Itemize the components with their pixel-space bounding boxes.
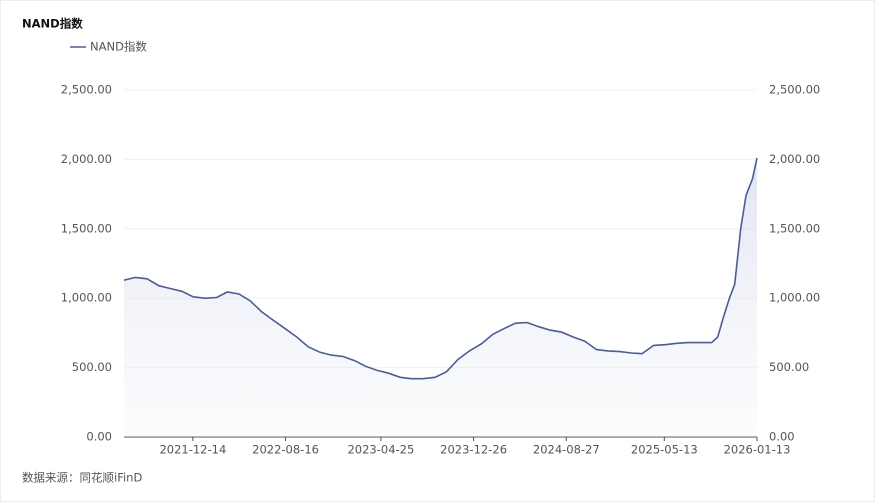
area xyxy=(124,158,757,437)
y2-tick-label: 2,000.00 xyxy=(769,152,820,166)
x-tick-label: 2024-08-27 xyxy=(533,443,600,457)
y-tick-label: 2,500.00 xyxy=(61,83,112,97)
y-tick-label: 1,000.00 xyxy=(61,291,112,305)
y-tick-label: 2,000.00 xyxy=(61,152,112,166)
x-tick-label: 2026-01-13 xyxy=(724,443,791,457)
source-note: 数据来源：同花顺iFinD xyxy=(22,471,142,485)
y-tick-label: 0.00 xyxy=(86,430,112,444)
line xyxy=(123,157,758,380)
chart-title: NAND指数 xyxy=(22,17,83,31)
x-tick-label: 2023-12-26 xyxy=(440,443,507,457)
y2-tick-label: 1,000.00 xyxy=(769,291,820,305)
x-tick-label: 2022-08-16 xyxy=(252,443,319,457)
x-tick-label: 2025-05-13 xyxy=(631,443,698,457)
y-tick-label: 500.00 xyxy=(72,360,112,374)
y-tick-label: 1,500.00 xyxy=(61,221,112,235)
y2-tick-label: 2,500.00 xyxy=(769,83,820,97)
x-tick-label: 2021-12-14 xyxy=(159,443,226,457)
legend-label: NAND指数 xyxy=(90,40,147,54)
y2-tick-label: 0.00 xyxy=(769,430,795,444)
y2-tick-label: 500.00 xyxy=(769,360,809,374)
y2-tick-label: 1,500.00 xyxy=(769,221,820,235)
x-tick-label: 2023-04-25 xyxy=(347,443,414,457)
